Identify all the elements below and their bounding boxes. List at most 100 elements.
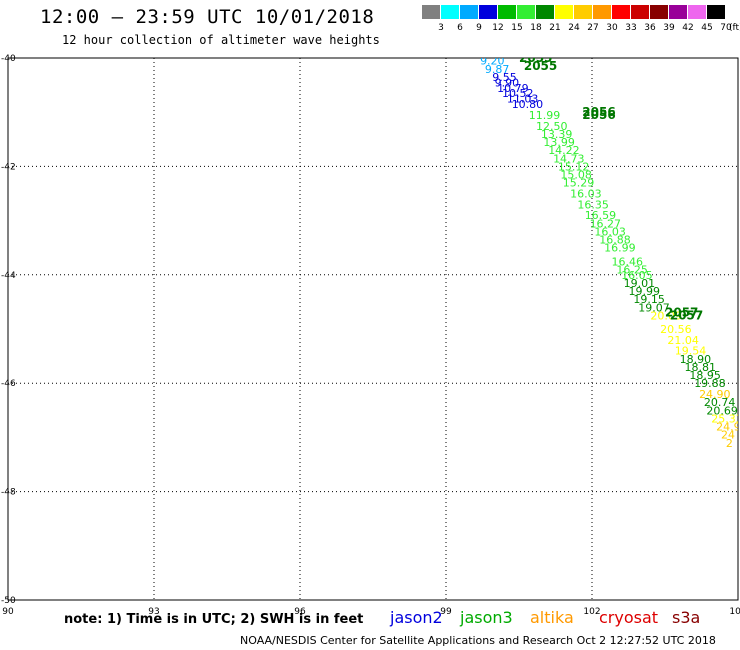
swh-value-label: 16.99 [604, 242, 636, 255]
swh-value-label: 10.79 [497, 82, 528, 95]
x-tick-label: 99 [440, 607, 452, 617]
colorbar-swatch [555, 5, 574, 19]
swh-value-label: 18.95 [689, 369, 721, 382]
swh-value-label: 16.59 [585, 209, 617, 222]
colorbar-label: 9 [476, 23, 482, 33]
colorbar-swatch [650, 5, 669, 19]
y-tick-label: -44 [1, 271, 16, 281]
map-frame [7, 57, 739, 601]
swh-value-label: 14.22 [548, 144, 580, 157]
swh-value-label: 10.80 [512, 98, 544, 111]
colorbar-label: 27 [587, 23, 599, 33]
satellite-cryosat: cryosat [599, 608, 659, 627]
swh-value-label: 24.9 [716, 421, 740, 434]
colorbar-swatch [574, 5, 593, 19]
colorbar-swatch [707, 5, 726, 19]
colorbar-label: 33 [625, 23, 637, 33]
swh-value-label: 14.73 [553, 152, 585, 165]
swh-value-label: 20.56 [660, 323, 692, 336]
x-tick-label: 105 [729, 607, 740, 617]
swh-value-label: 16.25 [616, 263, 648, 276]
y-tick-label: -46 [1, 379, 16, 389]
satellite-jason2: jason2 [390, 608, 443, 627]
colorbar-swatch [460, 5, 479, 19]
swh-value-label: 15.12 [558, 160, 590, 173]
swh-value-label: 11.99 [529, 109, 561, 122]
colorbar-label: 36 [644, 23, 656, 33]
colorbar-swatch [688, 5, 707, 19]
x-tick-label: 90 [2, 607, 14, 617]
swh-value-label: 18.81 [684, 361, 716, 374]
swh-value-label: 11.03 [507, 93, 539, 106]
colorbar-swatch [422, 5, 441, 19]
satellite-jason3: jason3 [460, 608, 513, 627]
footer-credit: NOAA/NESDIS Center for Satellite Applica… [240, 634, 716, 647]
swh-value-label: 24.90 [699, 388, 731, 401]
colorbar-swatch [669, 5, 688, 19]
swh-value-label: 20.09 [650, 309, 682, 322]
time-label: 2057 [670, 308, 703, 322]
swh-value-label: 12.50 [536, 120, 568, 133]
swh-value-label: 16.03 [570, 188, 602, 201]
swh-value-label: 19.99 [629, 285, 661, 298]
swh-value-label: 15.29 [563, 177, 595, 190]
swh-value-label: 20.74 [704, 396, 736, 409]
swh-value-label: 16.35 [577, 198, 609, 211]
colorbar-swatch [517, 5, 536, 19]
colorbar-swatch [631, 5, 650, 19]
colorbar-swatch [593, 5, 612, 19]
swh-value-label: 19.54 [675, 345, 707, 358]
colorbar-label: 39 [663, 23, 675, 33]
y-tick-label: -50 [1, 596, 16, 606]
colorbar-label: 30 [606, 23, 618, 33]
y-tick-label: -48 [1, 488, 16, 498]
swh-value-label: 20.69 [706, 404, 738, 417]
colorbar-swatch [441, 5, 460, 19]
swh-value-label: 15.08 [560, 169, 592, 182]
time-label: 2055 [524, 59, 557, 73]
time-label: 2055 [519, 51, 552, 65]
time-label: 2056 [582, 108, 615, 122]
colorbar-swatch [536, 5, 555, 19]
satellite-altika: altika [530, 608, 574, 627]
swh-value-label: 18.90 [680, 353, 712, 366]
swh-value-label: 25.33 [711, 412, 740, 425]
colorbar-label: 24 [568, 23, 580, 33]
y-tick-label: -40 [1, 54, 16, 64]
wave-height-track: 9.209.879.559.9010.7910.5211.0310.8011.9… [480, 51, 740, 450]
colorbar-label: 21 [549, 23, 561, 33]
swh-value-label: 13.99 [543, 136, 575, 149]
swh-value-label: 19.07 [638, 301, 670, 314]
swh-value-label: 16.05 [621, 269, 653, 282]
x-tick-label: 96 [294, 607, 306, 617]
time-label: 2057 [665, 306, 698, 320]
colorbar-label: 6 [457, 23, 463, 33]
swh-value-label: 10.52 [502, 87, 534, 100]
footer-note: note: 1) Time is in UTC; 2) SWH is in fe… [64, 612, 364, 627]
swh-value-label: 21.04 [667, 334, 699, 347]
colorbar-label: 70 [720, 23, 732, 33]
colorbar-label: 3 [438, 23, 444, 33]
time-label: 2056 [582, 105, 615, 119]
swh-value-label: 19.15 [633, 293, 665, 306]
colorbar-label: 42 [682, 23, 694, 33]
swh-value-label: 24 [721, 429, 735, 442]
x-tick-label: 93 [148, 607, 159, 617]
y-tick-label: -42 [1, 162, 16, 172]
satellite-s3a: s3a [672, 608, 701, 627]
swh-value-label: 9.20 [480, 55, 505, 68]
swh-value-label: 9.55 [492, 71, 517, 84]
swh-value-label: 16.46 [611, 255, 643, 268]
swh-value-label: 9.87 [485, 63, 510, 76]
swh-value-label: 9.90 [495, 76, 519, 89]
x-tick-label: 102 [583, 607, 600, 617]
page-subtitle: 12 hour collection of altimeter wave hei… [62, 33, 380, 47]
colorbar-label: 45 [701, 23, 713, 33]
swh-value-label: 13.39 [541, 128, 573, 141]
colorbar-swatch [612, 5, 631, 19]
swh-value-label: 19.88 [694, 377, 726, 390]
swh-value-label: 16.03 [594, 225, 626, 238]
page-title: 12:00 – 23:59 UTC 10/01/2018 [40, 6, 375, 28]
swh-value-label: 19.01 [624, 277, 656, 290]
